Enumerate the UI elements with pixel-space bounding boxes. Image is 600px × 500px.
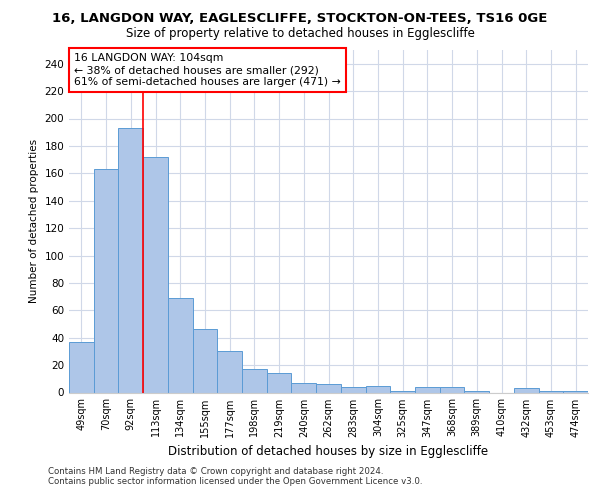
Y-axis label: Number of detached properties: Number of detached properties xyxy=(29,139,39,304)
Bar xyxy=(440,387,464,392)
Bar xyxy=(69,342,94,392)
Bar xyxy=(143,157,168,392)
Bar xyxy=(365,386,390,392)
X-axis label: Distribution of detached houses by size in Egglescliffe: Distribution of detached houses by size … xyxy=(169,445,488,458)
Bar xyxy=(94,169,118,392)
Bar xyxy=(118,128,143,392)
Bar xyxy=(341,387,365,392)
Bar xyxy=(292,383,316,392)
Bar xyxy=(514,388,539,392)
Text: 16 LANGDON WAY: 104sqm
← 38% of detached houses are smaller (292)
61% of semi-de: 16 LANGDON WAY: 104sqm ← 38% of detached… xyxy=(74,54,341,86)
Bar xyxy=(168,298,193,392)
Bar xyxy=(390,391,415,392)
Bar xyxy=(415,387,440,392)
Bar xyxy=(563,391,588,392)
Bar xyxy=(316,384,341,392)
Bar xyxy=(539,391,563,392)
Text: Size of property relative to detached houses in Egglescliffe: Size of property relative to detached ho… xyxy=(125,28,475,40)
Text: Contains HM Land Registry data © Crown copyright and database right 2024.: Contains HM Land Registry data © Crown c… xyxy=(48,467,383,476)
Bar xyxy=(267,374,292,392)
Text: Contains public sector information licensed under the Open Government Licence v3: Contains public sector information licen… xyxy=(48,477,422,486)
Text: 16, LANGDON WAY, EAGLESCLIFFE, STOCKTON-ON-TEES, TS16 0GE: 16, LANGDON WAY, EAGLESCLIFFE, STOCKTON-… xyxy=(52,12,548,26)
Bar xyxy=(242,369,267,392)
Bar xyxy=(193,330,217,392)
Bar xyxy=(464,391,489,392)
Bar xyxy=(217,352,242,393)
